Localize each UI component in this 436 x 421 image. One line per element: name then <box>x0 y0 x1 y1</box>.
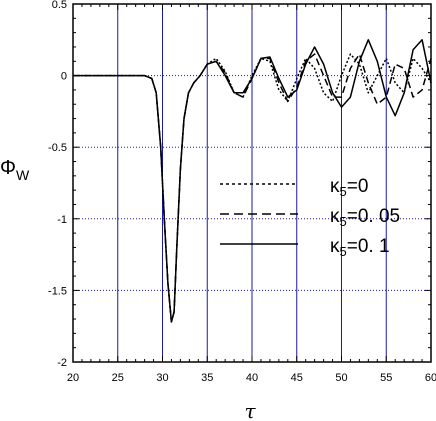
y-axis-title-sub: W <box>16 167 30 183</box>
x-tick-label: 20 <box>67 372 79 384</box>
axis-ticks <box>72 3 432 363</box>
legend-label-2: κ5=0. 1 <box>330 236 390 259</box>
x-tick-label: 40 <box>246 372 258 384</box>
y-axis-title-main: Φ <box>0 157 16 179</box>
x-tick-label: 45 <box>291 372 303 384</box>
series-lines <box>73 39 432 323</box>
legend-label-0: κ5=0 <box>330 176 368 199</box>
y-tick-label: -0.5 <box>48 142 67 154</box>
tick-labels: 20 25 30 35 40 45 50 55 60 0.5 0 -0.5 -1 -1.5 -2 <box>48 0 436 384</box>
grid <box>73 4 431 362</box>
y-axis-title: ΦW <box>0 157 30 183</box>
legend-label-1: κ5=0. 05 <box>330 206 400 229</box>
x-tick-label: 35 <box>201 372 213 384</box>
x-tick-label: 60 <box>425 372 436 384</box>
x-tick-label: 25 <box>112 372 124 384</box>
y-tick-label: -2 <box>57 357 67 369</box>
series-line-2 <box>73 39 432 323</box>
x-tick-label: 50 <box>335 372 347 384</box>
y-tick-label: -1 <box>57 214 67 226</box>
legend: κ5=0 κ5=0. 05 κ5=0. 1 <box>220 176 400 259</box>
x-axis-title: τ <box>244 399 256 421</box>
x-tick-label: 55 <box>380 372 392 384</box>
y-tick-label: -1.5 <box>48 285 67 297</box>
x-tick-label: 30 <box>156 372 168 384</box>
y-tick-label: 0 <box>61 71 67 83</box>
y-tick-label: 0.5 <box>52 0 67 11</box>
